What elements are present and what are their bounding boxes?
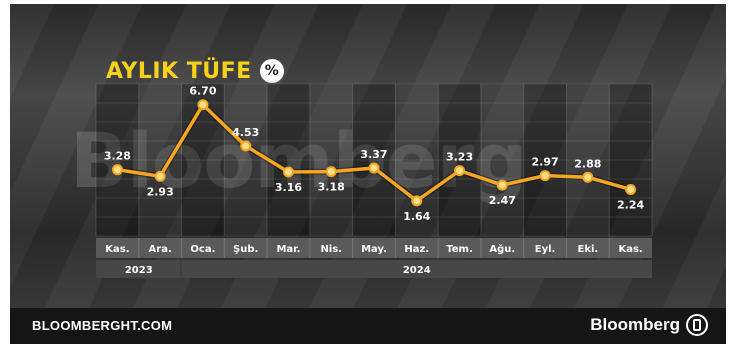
data-label: 2.97 — [532, 156, 559, 169]
column-band — [523, 84, 567, 236]
x-tick-label: Eki. — [577, 244, 598, 255]
column-band — [138, 84, 182, 236]
data-point — [625, 183, 637, 195]
percent-badge: % — [259, 59, 284, 83]
data-point — [368, 162, 380, 174]
year-band — [181, 260, 653, 278]
data-label: 3.18 — [318, 181, 345, 194]
footer-website[interactable]: BLOOMBERGHT.COM — [32, 318, 173, 333]
x-tick-label: Nis. — [320, 244, 342, 255]
footer-bar: BLOOMBERGHT.COM Bloomberg — [10, 308, 726, 344]
line-chart: Kas. Ara. Oca. Şub. Mar. Nis. May. Haz. Tem. Ağu.… — [95, 83, 653, 278]
x-tick-label: Tem. — [446, 244, 473, 255]
data-point — [539, 170, 551, 182]
data-point — [197, 99, 209, 111]
year-label: 2024 — [403, 265, 431, 276]
data-label: 6.70 — [189, 85, 216, 98]
x-tick-label: Ağu. — [489, 243, 515, 255]
data-point — [282, 166, 294, 178]
x-tick-label: May. — [361, 244, 387, 255]
x-axis-layer: Kas. Ara. Oca. Şub. Mar. Nis. May. Haz. Tem. Ağu.… — [96, 238, 653, 278]
x-tick-label: Haz. — [404, 244, 429, 255]
footer-brand: Bloomberg — [590, 314, 708, 336]
x-tick-label: Mar. — [276, 244, 300, 255]
data-point — [111, 164, 123, 176]
x-tick-label: Ara. — [149, 244, 172, 255]
data-label: 3.23 — [446, 151, 473, 164]
x-tick-label: Kas. — [105, 244, 129, 255]
year-label: 2023 — [125, 265, 153, 276]
column-band — [224, 84, 268, 236]
column-band — [609, 84, 652, 236]
data-point — [496, 179, 508, 191]
data-label: 4.53 — [232, 126, 259, 139]
data-label: 2.47 — [489, 194, 516, 207]
data-point — [411, 195, 423, 207]
column-band — [309, 84, 353, 236]
data-point — [325, 166, 337, 178]
column-band — [438, 84, 481, 236]
column-band — [395, 84, 439, 236]
data-point-layer — [111, 99, 637, 207]
column-band — [566, 84, 610, 236]
month-axis-band — [96, 238, 652, 258]
year-band — [96, 260, 181, 278]
data-point — [454, 165, 466, 177]
title-group: AYLIK TÜFE % — [106, 54, 284, 88]
chart-title: AYLIK TÜFE — [106, 58, 252, 84]
x-tick-label: Eyl. — [535, 244, 556, 255]
data-label: 3.16 — [275, 181, 302, 194]
x-tick-label: Kas. — [618, 244, 642, 255]
data-point — [154, 170, 166, 182]
grid-layer — [95, 83, 653, 237]
data-label: 3.28 — [104, 150, 131, 163]
x-tick-label: Şub. — [233, 244, 258, 255]
data-label: 2.24 — [617, 198, 644, 211]
watermark: Bloomberg — [70, 116, 527, 205]
data-label: 3.37 — [360, 148, 387, 161]
column-band — [267, 84, 310, 236]
data-point — [240, 140, 252, 152]
x-tick-label: Oca. — [190, 244, 215, 255]
data-label: 1.64 — [403, 210, 430, 223]
column-band — [480, 84, 524, 236]
data-point — [582, 171, 594, 183]
data-label: 2.93 — [147, 185, 174, 198]
column-band — [96, 84, 139, 236]
column-band — [352, 84, 396, 236]
data-label: 2.88 — [574, 157, 601, 170]
bloomberg-logo-icon — [686, 314, 708, 336]
data-label-layer: 3.28 2.93 6.70 4.53 3.16 3.18 3.37 1.64 3.23 2.47… — [104, 85, 645, 223]
brand-name: Bloomberg — [590, 315, 680, 334]
